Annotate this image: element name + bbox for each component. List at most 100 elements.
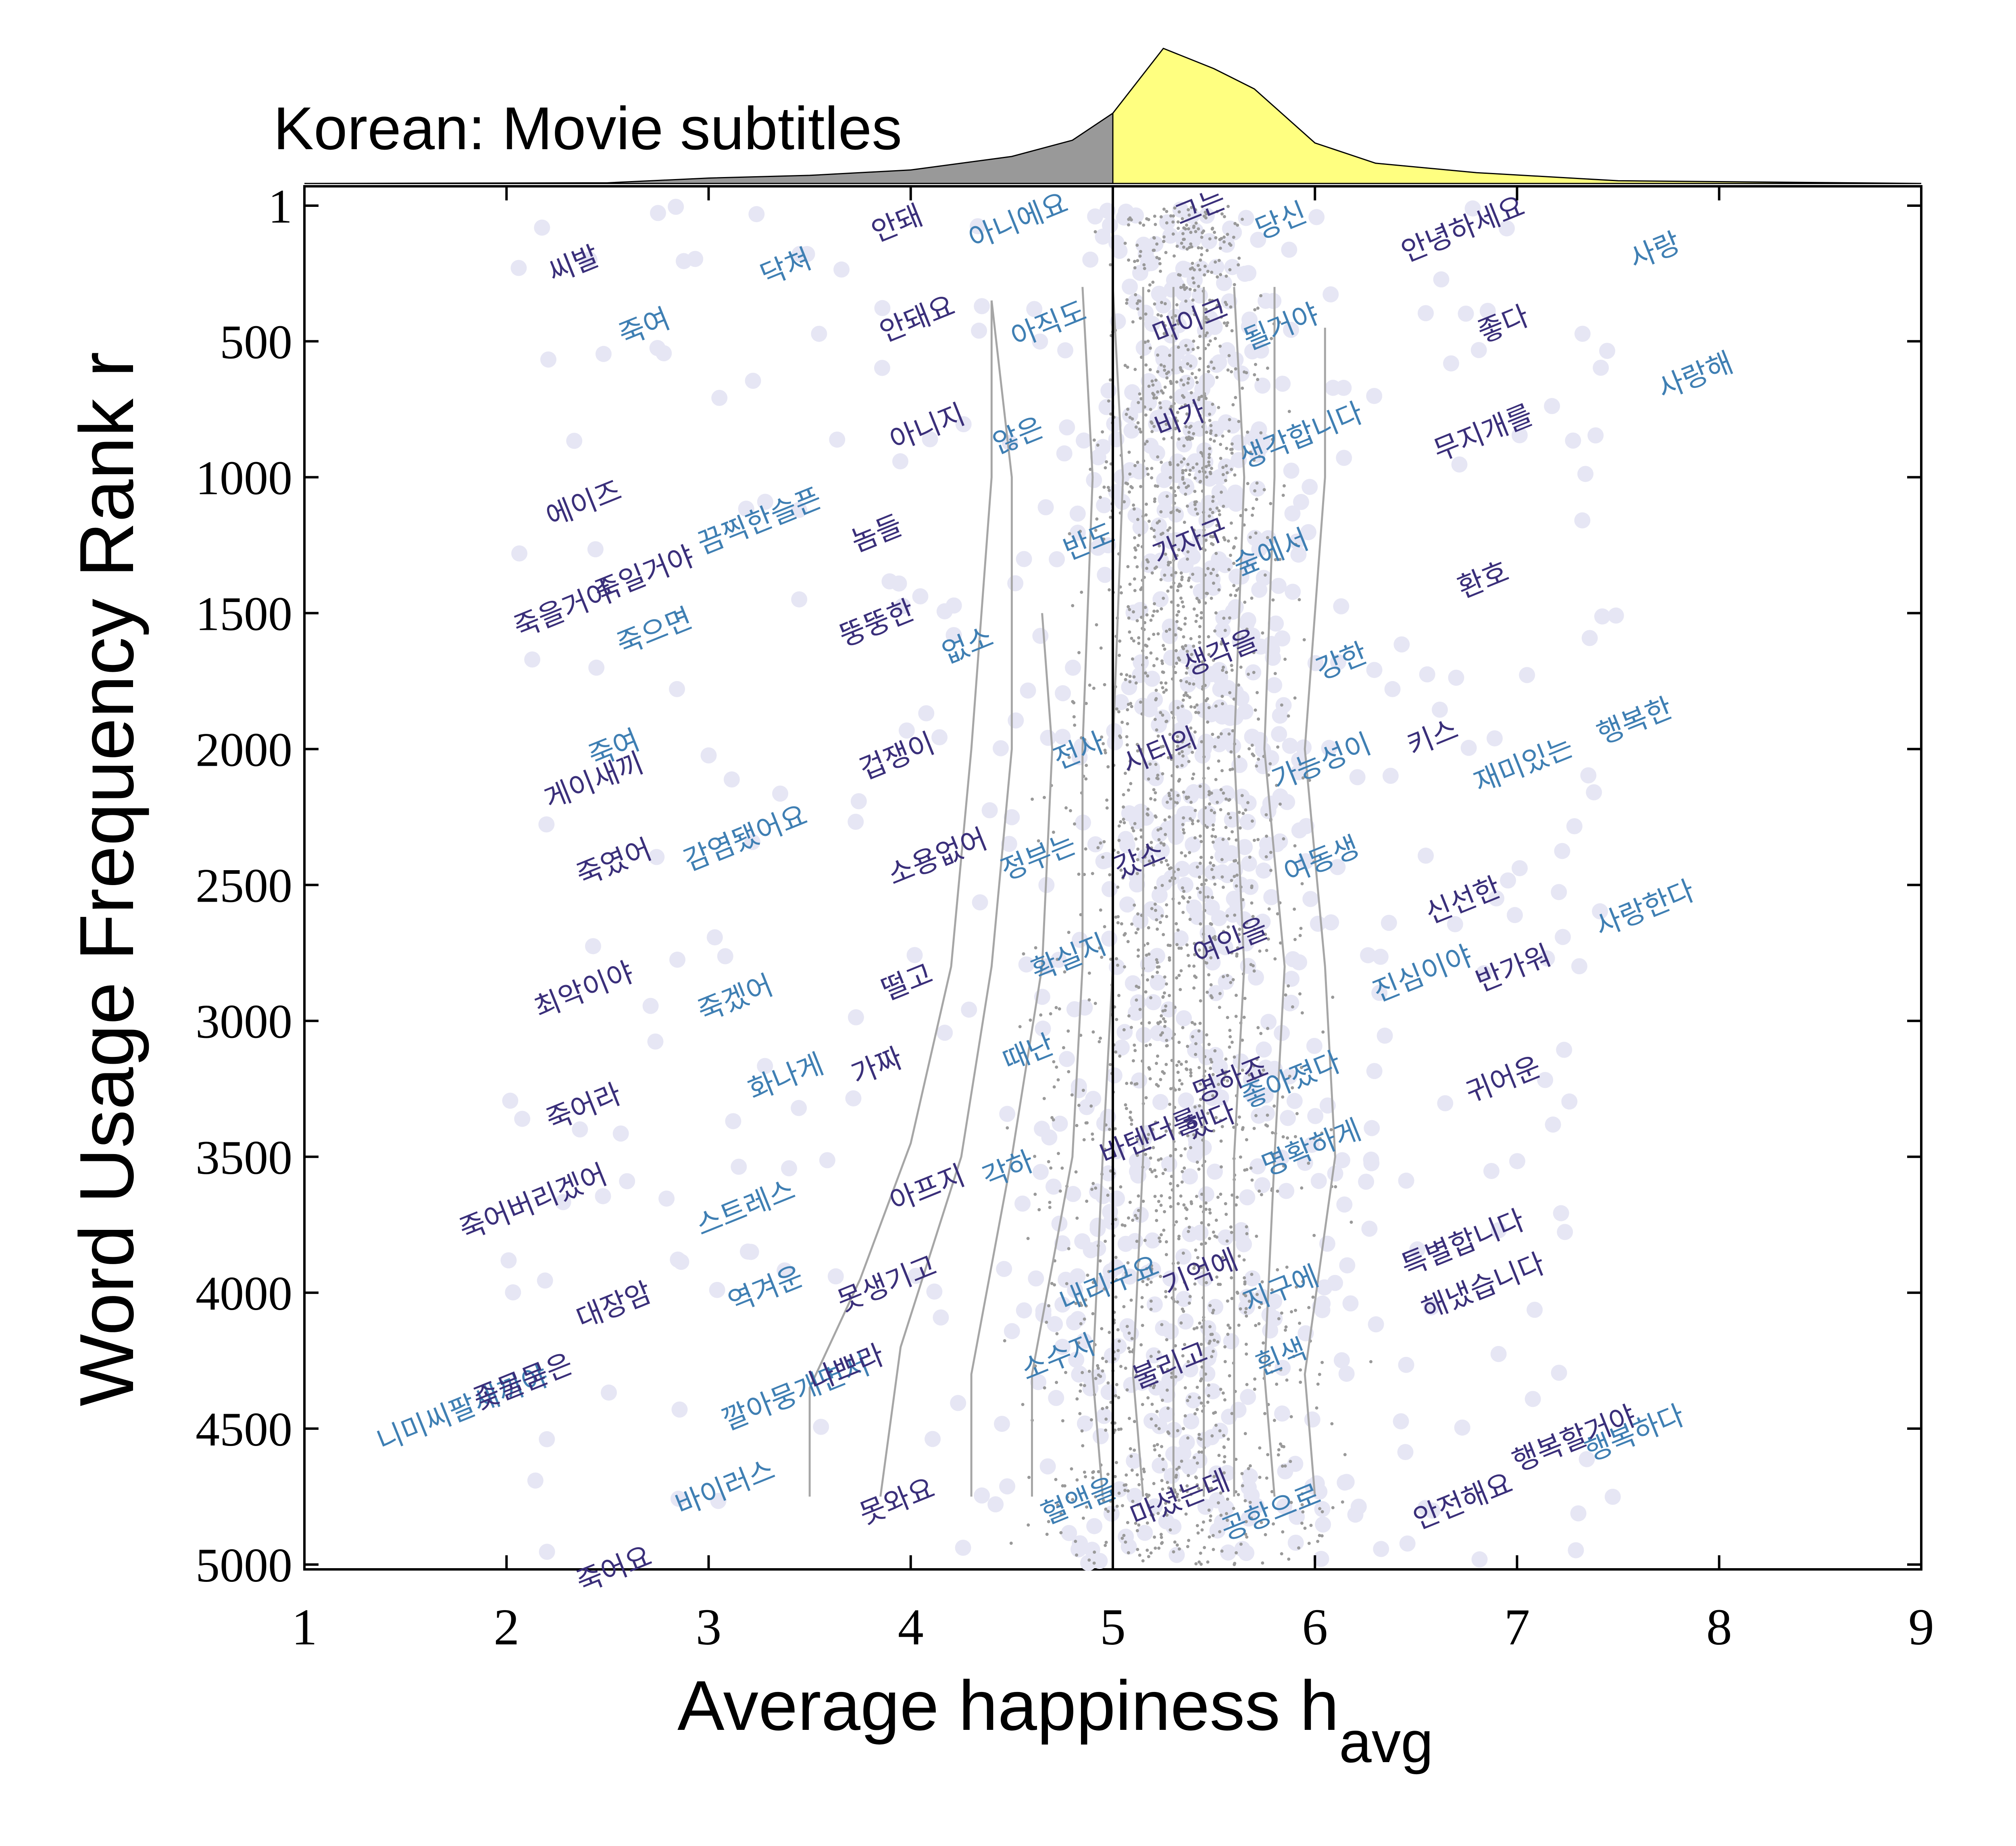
word-dot: [1228, 242, 1231, 246]
word-marker: [1302, 479, 1318, 495]
word-dot: [1134, 931, 1138, 935]
word-dot: [1269, 850, 1272, 854]
word-dot: [1219, 490, 1223, 494]
word-dot: [1218, 1006, 1221, 1009]
word-marker: [1566, 818, 1583, 835]
word-dot: [1181, 738, 1185, 742]
word-dot: [1210, 360, 1213, 364]
y-tick-label: 2000: [196, 723, 292, 777]
word-marker: [1581, 630, 1598, 646]
word-marker: [1364, 1120, 1380, 1136]
word-dot: [1182, 1310, 1185, 1313]
y-tick-label: 5000: [196, 1538, 292, 1592]
word-marker: [1151, 826, 1168, 842]
word-dot: [1156, 609, 1159, 613]
word-dot: [1154, 1120, 1158, 1124]
word-dot: [1212, 875, 1215, 879]
word-dot: [1161, 686, 1164, 690]
word-dot: [1256, 306, 1260, 310]
word-marker: [1360, 947, 1376, 963]
word-dot: [1233, 283, 1236, 286]
word-dot: [1117, 839, 1121, 842]
word-dot: [1198, 635, 1201, 638]
word-marker: [1212, 669, 1229, 685]
word-marker: [1424, 1502, 1441, 1519]
word-marker: [1250, 423, 1267, 440]
word-marker: [946, 627, 962, 643]
word-dot: [1164, 1290, 1168, 1294]
word-dot: [1136, 1548, 1139, 1551]
word-dot: [1202, 215, 1206, 218]
word-dot: [1151, 614, 1155, 618]
word-marker: [1076, 1333, 1092, 1349]
word-dot: [1147, 1133, 1150, 1136]
word-dot: [1052, 830, 1055, 834]
word-dot: [1166, 1368, 1169, 1371]
word-dot: [1049, 1166, 1053, 1170]
word-dot: [1203, 273, 1206, 277]
word-dot: [1125, 1325, 1129, 1328]
word-dot: [1146, 473, 1150, 476]
word-marker: [1218, 973, 1234, 990]
word-marker: [1090, 449, 1106, 466]
word-dot: [1180, 460, 1183, 464]
word-dot: [1120, 721, 1124, 724]
word-marker: [1286, 1093, 1303, 1109]
word-dot: [1334, 1185, 1337, 1189]
word-marker: [881, 573, 898, 590]
word-dot: [1193, 288, 1197, 292]
word-dot: [1192, 1267, 1196, 1270]
word-dot: [1127, 1216, 1130, 1220]
word-marker: [1187, 663, 1204, 679]
word-dot: [1230, 830, 1234, 833]
word-dot: [1167, 370, 1170, 374]
word-dot: [1132, 829, 1135, 833]
word-dot: [1131, 1219, 1135, 1222]
word-dot: [1154, 886, 1157, 890]
word-dot: [1227, 925, 1230, 929]
word-dot: [1272, 1104, 1276, 1108]
word-dot: [1194, 208, 1198, 212]
word-dot: [1227, 1323, 1230, 1327]
word-dot: [1204, 465, 1208, 469]
word-dot: [1226, 1497, 1229, 1501]
word-dot: [1178, 1131, 1182, 1135]
word-marker: [1138, 809, 1154, 826]
word-dot: [1211, 1533, 1215, 1537]
word-dot: [1298, 934, 1302, 938]
word-marker: [1399, 1535, 1416, 1552]
word-dot: [1027, 1523, 1030, 1527]
word-label: 행복한: [1592, 691, 1677, 751]
word-dot: [1122, 1028, 1126, 1031]
word-dot: [1175, 554, 1179, 557]
word-marker: [505, 1284, 521, 1300]
word-dot: [1177, 1465, 1181, 1469]
word-dot: [1130, 1337, 1134, 1340]
word-dot: [1175, 1220, 1178, 1224]
word-dot: [1172, 1550, 1175, 1554]
word-marker: [955, 1540, 971, 1556]
word-marker: [1182, 1168, 1198, 1185]
word-dot: [1157, 1427, 1161, 1430]
word-marker: [1325, 379, 1341, 396]
word-dot: [1212, 1338, 1216, 1342]
word-dot: [1181, 704, 1184, 708]
word-dot: [1216, 735, 1220, 739]
word-dot: [1083, 738, 1087, 742]
word-marker: [1321, 740, 1337, 756]
word-marker: [1337, 1474, 1353, 1491]
word-dot: [1164, 1511, 1167, 1514]
word-dot: [1115, 957, 1118, 961]
word-marker: [1197, 1270, 1213, 1287]
word-dot: [1150, 527, 1153, 530]
word-dot: [1164, 1240, 1168, 1244]
word-dot: [1089, 1104, 1093, 1108]
word-dot: [1195, 597, 1199, 600]
word-dot: [1103, 683, 1106, 686]
word-dot: [1106, 1510, 1110, 1513]
word-marker: [1499, 220, 1515, 237]
word-dot: [1079, 1322, 1083, 1325]
word-marker: [588, 659, 605, 676]
word-marker: [1189, 909, 1206, 925]
word-marker: [1204, 1090, 1220, 1106]
